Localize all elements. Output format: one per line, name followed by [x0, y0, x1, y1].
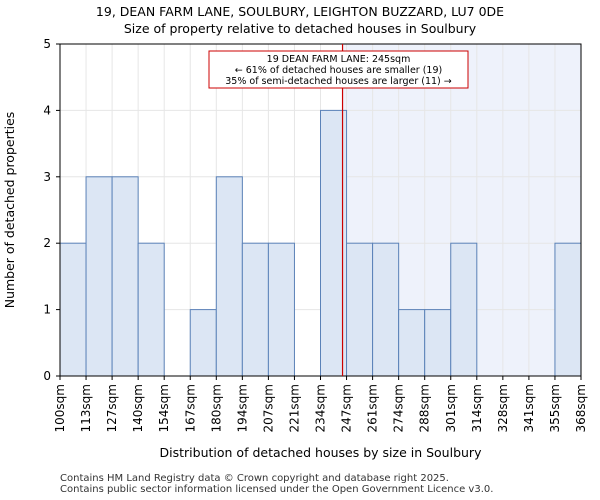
y-tick-label: 5	[43, 37, 51, 51]
bar-355sqm	[554, 242, 582, 377]
x-tick-label-288sqm: 288sqm	[418, 384, 432, 432]
bar-301sqm	[450, 242, 478, 377]
bar-167sqm	[189, 309, 217, 377]
bar-207sqm	[267, 242, 295, 377]
bar-247sqm	[346, 242, 374, 377]
attribution-line-1: Contains HM Land Registry data © Crown c…	[60, 473, 449, 484]
x-tick-label-314sqm: 314sqm	[470, 384, 484, 432]
attribution-footer: Contains HM Land Registry data © Crown c…	[60, 473, 493, 495]
x-tick-label-355sqm: 355sqm	[548, 384, 562, 432]
x-tick-label-301sqm: 301sqm	[444, 384, 458, 432]
x-tick-label-234sqm: 234sqm	[314, 384, 328, 432]
chart-title: 19, DEAN FARM LANE, SOULBURY, LEIGHTON B…	[95, 4, 505, 19]
bar-194sqm	[241, 242, 269, 377]
x-tick-label-368sqm: 368sqm	[574, 384, 588, 432]
bar-140sqm	[137, 242, 165, 377]
bar-100sqm	[59, 242, 87, 377]
annotation-line-1: 19 DEAN FARM LANE: 245sqm	[267, 54, 411, 65]
x-tick-label-328sqm: 328sqm	[496, 384, 510, 432]
x-tick-label-194sqm: 194sqm	[235, 384, 249, 432]
bar-127sqm	[111, 176, 139, 377]
x-tick-label-113sqm: 113sqm	[79, 384, 93, 432]
y-tick-label: 0	[43, 369, 51, 383]
x-tick-label-247sqm: 247sqm	[340, 384, 354, 432]
y-tick-label: 2	[43, 236, 51, 250]
bar-180sqm	[215, 176, 243, 377]
x-tick-label-221sqm: 221sqm	[287, 384, 301, 432]
chart-title-block: 19, DEAN FARM LANE, SOULBURY, LEIGHTON B…	[0, 3, 600, 37]
chart-subtitle: Size of property relative to detached ho…	[123, 21, 477, 36]
x-tick-label-341sqm: 341sqm	[522, 384, 536, 432]
annotation-line-2: ← 61% of detached houses are smaller (19…	[235, 65, 442, 76]
annotation-box	[208, 50, 469, 89]
x-tick-label-140sqm: 140sqm	[131, 384, 145, 432]
x-tick-label-154sqm: 154sqm	[157, 384, 171, 432]
x-tick-label-127sqm: 127sqm	[105, 384, 119, 432]
x-tick-label-180sqm: 180sqm	[209, 384, 223, 432]
y-tick-label: 1	[43, 303, 51, 317]
x-tick-label-207sqm: 207sqm	[261, 384, 275, 432]
x-tick-label-167sqm: 167sqm	[183, 384, 197, 432]
bar-113sqm	[85, 176, 113, 377]
bar-261sqm	[372, 242, 400, 377]
bar-274sqm	[398, 309, 426, 377]
x-tick-label-100sqm: 100sqm	[53, 384, 67, 432]
y-tick-label: 3	[43, 170, 51, 184]
attribution-line-2: Contains public sector information licen…	[60, 484, 494, 495]
y-tick-label: 4	[43, 103, 51, 117]
x-axis-title: Distribution of detached houses by size …	[160, 445, 483, 460]
annotation-line-3: 35% of semi-detached houses are larger (…	[225, 76, 452, 87]
x-tick-label-274sqm: 274sqm	[392, 384, 406, 432]
bar-288sqm	[424, 309, 452, 377]
x-tick-label-261sqm: 261sqm	[366, 384, 380, 432]
y-axis-title: Number of detached properties	[2, 112, 17, 309]
